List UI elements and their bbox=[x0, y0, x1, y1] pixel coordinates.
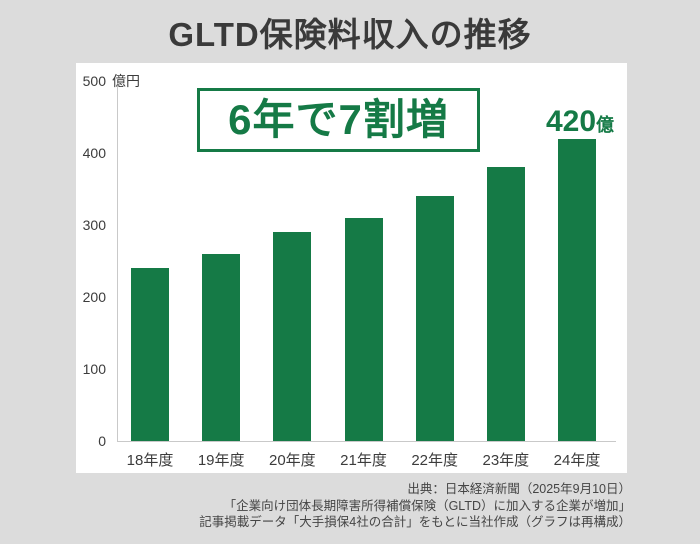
bar bbox=[415, 196, 454, 441]
bar bbox=[202, 254, 241, 441]
annotation-text: 6年で7割増 bbox=[228, 96, 449, 143]
bar bbox=[273, 232, 312, 441]
x-axis-label: 22年度 bbox=[411, 452, 459, 469]
page-title: GLTD保険料収入の推移 bbox=[168, 16, 532, 53]
y-tick-label: 400 bbox=[82, 145, 106, 161]
last-bar-value-unit: 億 bbox=[596, 115, 615, 135]
y-axis-unit-label: 億円 bbox=[112, 73, 140, 89]
y-tick-label: 200 bbox=[82, 289, 106, 305]
bar bbox=[344, 218, 383, 441]
last-bar-value-label: 420 億 bbox=[520, 107, 640, 141]
y-tick-label: 100 bbox=[82, 361, 106, 377]
annotation-box: 6年で7割増 bbox=[197, 88, 480, 152]
y-tick-label: 0 bbox=[98, 433, 106, 449]
x-axis-label: 21年度 bbox=[340, 452, 387, 469]
y-tick-label: 300 bbox=[82, 217, 106, 233]
source-attribution: 出典：日本経済新聞（2025年9月10日） 「企業向け団体長期障害所得補償保険（… bbox=[199, 481, 631, 531]
x-axis-label: 19年度 bbox=[197, 452, 245, 469]
y-axis-line bbox=[117, 83, 118, 441]
x-axis-label: 18年度 bbox=[126, 452, 174, 469]
last-bar-value-number: 420 bbox=[545, 105, 597, 138]
source-line-3: 記事掲載データ「大手損保4社の合計」をもとに当社作成（グラフは再構成） bbox=[199, 515, 631, 529]
bar bbox=[558, 139, 597, 441]
x-axis-label: 23年度 bbox=[482, 452, 530, 469]
bar bbox=[131, 268, 169, 441]
bar bbox=[486, 167, 525, 441]
source-line-1: 出典：日本経済新聞（2025年9月10日） bbox=[407, 482, 631, 496]
x-axis-label: 20年度 bbox=[268, 452, 316, 469]
x-axis-baseline bbox=[117, 441, 616, 442]
x-axis-label: 24年度 bbox=[553, 452, 601, 469]
source-line-2: 「企業向け団体長期障害所得補償保険（GLTD）に加入する企業が増加」 bbox=[223, 498, 631, 513]
y-tick-label: 500 bbox=[82, 73, 106, 89]
chart-panel: 0 100 200 300 400 500 億円 18年度 19年度 20年度 21年度 22年度 2… bbox=[76, 63, 627, 473]
